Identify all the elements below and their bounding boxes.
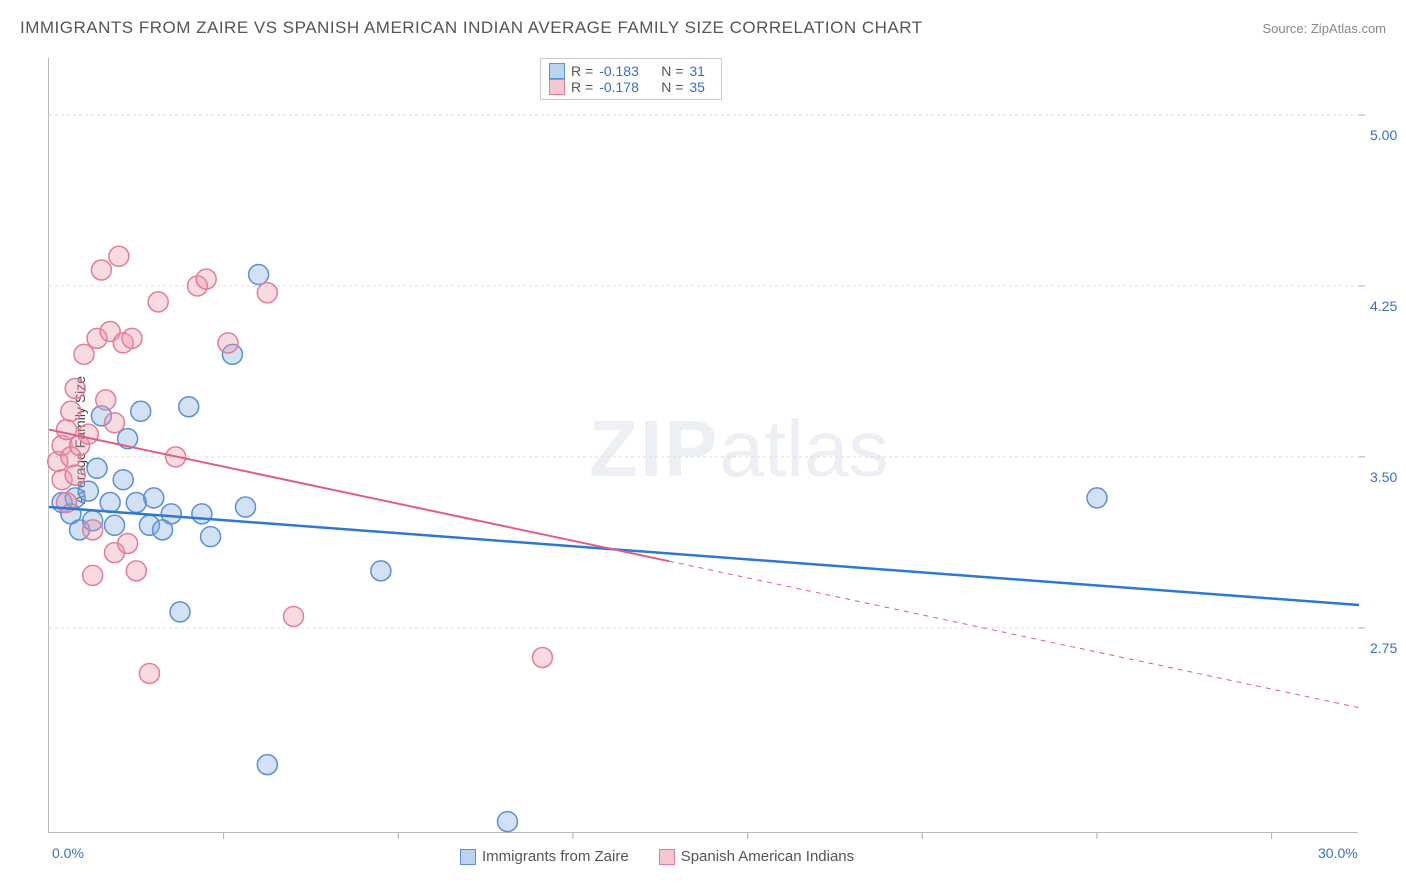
scatter-point — [83, 565, 103, 585]
scatter-point — [144, 488, 164, 508]
n-label: N = — [661, 63, 683, 79]
scatter-point — [284, 606, 304, 626]
legend-correlation-row: R = -0.183 N = 31 — [549, 63, 713, 79]
scatter-point — [201, 527, 221, 547]
scatter-point — [65, 465, 85, 485]
n-value: 31 — [689, 63, 713, 79]
scatter-point — [105, 515, 125, 535]
chart-svg — [49, 58, 1358, 832]
scatter-point — [161, 504, 181, 524]
scatter-point — [498, 812, 518, 832]
scatter-point — [118, 534, 138, 554]
scatter-point — [218, 333, 238, 353]
y-tick-label: 3.50 — [1370, 469, 1397, 485]
scatter-point — [100, 492, 120, 512]
n-value: 35 — [689, 79, 713, 95]
r-label: R = — [571, 63, 593, 79]
title-bar: IMMIGRANTS FROM ZAIRE VS SPANISH AMERICA… — [20, 18, 1386, 38]
legend-swatch — [549, 79, 565, 95]
legend-series-label: Spanish American Indians — [681, 848, 854, 865]
scatter-point — [249, 265, 269, 285]
scatter-point — [105, 413, 125, 433]
scatter-point — [113, 470, 133, 490]
x-tick-label: 30.0% — [1318, 845, 1358, 861]
scatter-point — [192, 504, 212, 524]
scatter-point — [122, 328, 142, 348]
y-tick-label: 2.75 — [1370, 640, 1397, 656]
source-label: Source: ZipAtlas.com — [1262, 21, 1386, 36]
y-tick-label: 4.25 — [1370, 298, 1397, 314]
scatter-point — [131, 401, 151, 421]
legend-swatch — [549, 63, 565, 79]
legend-series-item: Spanish American Indians — [659, 848, 854, 865]
legend-swatch — [659, 849, 675, 865]
r-value: -0.183 — [599, 63, 655, 79]
scatter-point — [139, 663, 159, 683]
legend-swatch — [460, 849, 476, 865]
scatter-point — [96, 390, 116, 410]
scatter-point — [87, 458, 107, 478]
scatter-point — [56, 420, 76, 440]
scatter-point — [65, 379, 85, 399]
scatter-point — [532, 647, 552, 667]
scatter-point — [257, 283, 277, 303]
scatter-point — [148, 292, 168, 312]
r-value: -0.178 — [599, 79, 655, 95]
legend-top: R = -0.183 N = 31 R = -0.178 N = 35 — [540, 58, 722, 100]
r-label: R = — [571, 79, 593, 95]
scatter-point — [179, 397, 199, 417]
plot-area: ZIPatlas — [48, 58, 1358, 833]
scatter-point — [196, 269, 216, 289]
y-tick-label: 5.00 — [1370, 127, 1397, 143]
legend-correlation-row: R = -0.178 N = 35 — [549, 79, 713, 95]
x-tick-label: 0.0% — [52, 845, 84, 861]
scatter-point — [78, 481, 98, 501]
scatter-point — [109, 246, 129, 266]
n-label: N = — [661, 79, 683, 95]
legend-bottom: Immigrants from Zaire Spanish American In… — [460, 848, 854, 865]
scatter-point — [236, 497, 256, 517]
chart-title: IMMIGRANTS FROM ZAIRE VS SPANISH AMERICA… — [20, 18, 923, 38]
legend-series-label: Immigrants from Zaire — [482, 848, 629, 865]
scatter-point — [1087, 488, 1107, 508]
scatter-point — [78, 424, 98, 444]
scatter-point — [126, 561, 146, 581]
scatter-point — [170, 602, 190, 622]
scatter-point — [371, 561, 391, 581]
scatter-point — [91, 260, 111, 280]
scatter-point — [257, 755, 277, 775]
legend-series-item: Immigrants from Zaire — [460, 848, 629, 865]
scatter-point — [74, 344, 94, 364]
scatter-point — [83, 520, 103, 540]
scatter-point — [61, 401, 81, 421]
